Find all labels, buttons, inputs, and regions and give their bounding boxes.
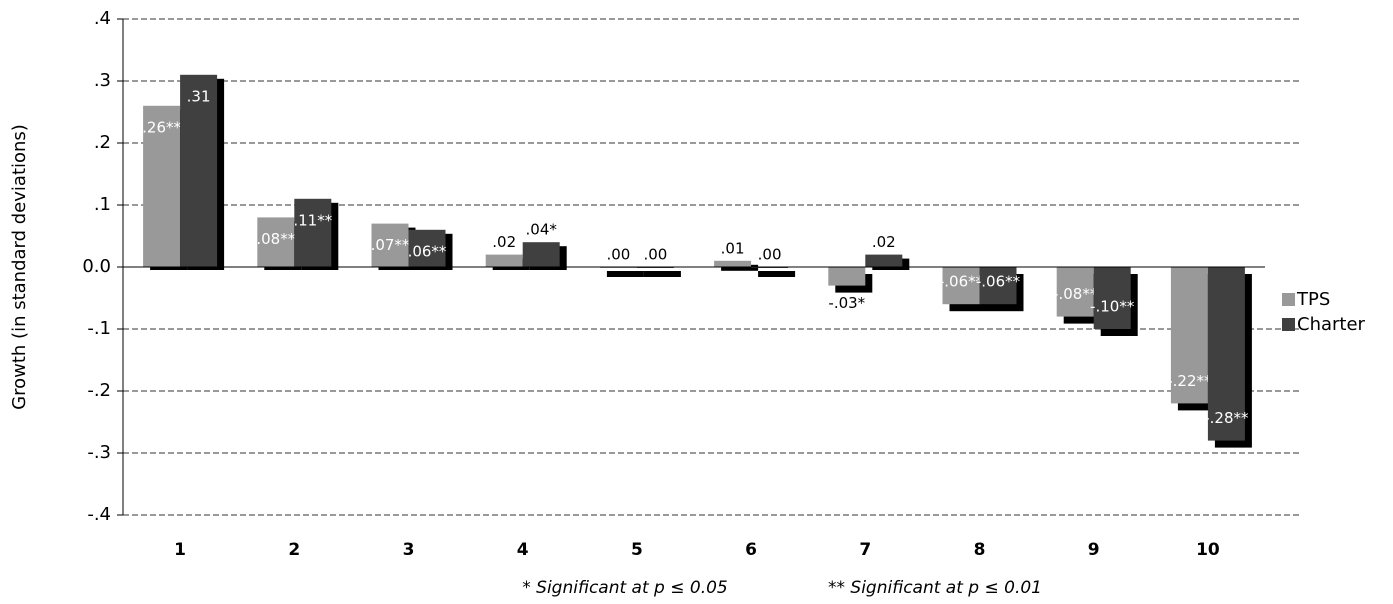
bar — [257, 217, 295, 267]
y-tick-label: -.4 — [87, 504, 111, 525]
bar — [979, 267, 1017, 305]
value-label: .01 — [721, 239, 745, 257]
x-tick-label: 9 — [1088, 540, 1100, 560]
legend-label: TPS — [1296, 289, 1330, 310]
x-tick-label: 7 — [859, 540, 871, 560]
bar — [408, 229, 446, 267]
y-tick-label: -.1 — [87, 318, 111, 339]
y-axis-label: Growth (in standard deviations) — [9, 124, 30, 410]
bar — [143, 105, 181, 267]
value-label: .08** — [256, 230, 295, 248]
value-label: -.28** — [1204, 409, 1249, 427]
value-label: .00 — [606, 246, 630, 264]
value-label: -.22** — [1167, 372, 1212, 390]
bar — [942, 267, 980, 305]
x-tick-label: 2 — [288, 540, 300, 560]
value-label: .02 — [492, 233, 516, 251]
bar — [1093, 267, 1131, 329]
bar — [714, 260, 752, 267]
y-tick-label: -.3 — [87, 442, 111, 463]
value-label: .26** — [142, 118, 181, 136]
x-tick-label: 6 — [745, 540, 757, 560]
bar — [1207, 267, 1245, 441]
value-label: -.08** — [1053, 285, 1098, 303]
x-tick-label: 5 — [631, 540, 643, 560]
footnote: ** Significant at p ≤ 0.01 — [828, 578, 1042, 598]
bar — [180, 74, 218, 267]
bar-shadow — [721, 264, 759, 271]
bar-shadow — [643, 271, 681, 277]
legend-swatch — [1282, 318, 1295, 331]
y-tick-label: .2 — [94, 132, 111, 153]
x-tick-label: 8 — [974, 540, 986, 560]
value-label: .06** — [408, 242, 447, 260]
bar — [522, 242, 560, 267]
bar — [485, 254, 523, 267]
bar — [1170, 267, 1208, 404]
x-tick-label: 10 — [1196, 540, 1220, 560]
bar — [1056, 267, 1094, 317]
bar-shadow — [758, 271, 796, 277]
value-label: .07** — [371, 236, 410, 254]
y-tick-label: .4 — [94, 8, 111, 29]
footnote: * Significant at p ≤ 0.05 — [522, 578, 727, 598]
bar — [828, 267, 866, 286]
value-label: .31 — [187, 87, 211, 105]
y-tick-label: .3 — [94, 70, 111, 91]
legend-label: Charter — [1297, 314, 1366, 335]
x-tick-label: 1 — [174, 540, 186, 560]
x-tick-label: 4 — [517, 540, 529, 560]
value-label: .00 — [758, 246, 782, 264]
value-label: -.03* — [828, 294, 865, 312]
x-tick-label: 3 — [403, 540, 415, 560]
value-label: -.06** — [939, 273, 984, 291]
value-label: .04* — [526, 221, 558, 239]
bar — [371, 223, 409, 267]
bar — [294, 198, 332, 267]
value-label: -.10** — [1090, 298, 1135, 316]
value-label: .02 — [872, 233, 896, 251]
legend-swatch — [1282, 293, 1295, 306]
y-tick-label: 0.0 — [82, 256, 111, 277]
value-label: -.06** — [976, 273, 1021, 291]
y-tick-label: -.2 — [87, 380, 111, 401]
bar — [865, 254, 903, 267]
bar-shadow — [606, 271, 644, 277]
value-label: .11** — [293, 211, 332, 229]
value-label: .00 — [643, 246, 667, 264]
y-tick-label: .1 — [94, 194, 111, 215]
